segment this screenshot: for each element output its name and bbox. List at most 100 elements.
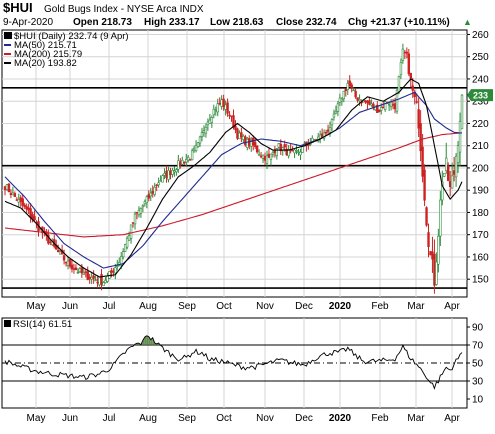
up-arrow-icon: ▲ xyxy=(463,17,472,27)
candle-body xyxy=(425,207,428,226)
candle-body xyxy=(411,85,414,91)
rsi-y-axis: 10 30 50 70 90 xyxy=(467,323,484,406)
candle-body xyxy=(450,175,454,189)
candle-body xyxy=(244,136,247,146)
candle-body xyxy=(155,184,158,187)
candle-body xyxy=(255,145,259,153)
candle-body xyxy=(318,134,322,139)
candle-body xyxy=(435,261,438,285)
candle-body xyxy=(456,145,460,163)
candle-body xyxy=(236,128,239,139)
high-value: High 233.17 xyxy=(144,17,200,28)
candle-body xyxy=(271,152,275,155)
candle-body xyxy=(149,192,152,197)
price-x-tick-label: May xyxy=(27,301,46,312)
candle-body xyxy=(334,110,338,114)
candle-body xyxy=(409,72,412,79)
rsi-grid xyxy=(2,318,467,408)
candle-body xyxy=(62,255,66,261)
price-x-tick-label: Nov xyxy=(256,301,274,312)
rsi-legend-swatch xyxy=(4,320,11,327)
price-y-tick-label: 160 xyxy=(472,252,489,263)
rsi-y-tick-label: 70 xyxy=(472,341,484,352)
candle-body xyxy=(102,282,105,287)
symbol-label: $HUI xyxy=(3,0,33,15)
candle-body xyxy=(100,274,103,285)
candle-body xyxy=(210,117,214,123)
candle-body xyxy=(222,98,225,107)
candle-body xyxy=(19,197,22,202)
candle-body xyxy=(230,115,233,118)
candle-body xyxy=(397,76,401,92)
candle-body xyxy=(322,132,326,139)
candle-body xyxy=(29,208,32,218)
candle-body xyxy=(342,90,346,100)
candle-body xyxy=(66,260,70,266)
candle-body xyxy=(297,151,300,153)
candle-body xyxy=(352,89,355,92)
price-panel-frame xyxy=(1,29,468,298)
candle-body xyxy=(216,103,219,113)
candle-body xyxy=(240,132,243,138)
candle-body xyxy=(165,170,168,178)
candle-body xyxy=(137,209,141,216)
candle-body xyxy=(301,146,304,153)
candle-body xyxy=(74,267,78,271)
candle-body xyxy=(332,113,336,118)
candle-body xyxy=(49,241,52,244)
candle-body xyxy=(177,160,180,170)
candle-body xyxy=(194,145,198,152)
candle-body xyxy=(175,169,178,173)
candle-body xyxy=(125,237,129,248)
candle-body xyxy=(208,119,212,124)
candle-body xyxy=(171,170,174,175)
rsi-x-tick-label: 2020 xyxy=(329,413,352,424)
candle-body xyxy=(421,146,424,177)
price-x-tick-label: Apr xyxy=(444,301,460,312)
candle-body xyxy=(415,101,418,103)
candle-body xyxy=(13,193,17,197)
rsi-x-tick-label: Jun xyxy=(62,413,78,424)
candle-body xyxy=(135,211,139,214)
candle-body xyxy=(196,142,200,147)
price-y-tick-label: 190 xyxy=(472,186,489,197)
candle-body xyxy=(383,101,387,110)
candle-body xyxy=(358,99,361,102)
rsi-line xyxy=(4,335,463,390)
candle-body xyxy=(116,265,119,267)
candle-body xyxy=(401,48,405,61)
candle-body xyxy=(72,268,76,270)
price-y-tick-label: 200 xyxy=(472,163,489,174)
price-x-tick-label: Sep xyxy=(178,301,196,312)
candle-body xyxy=(431,251,434,260)
candle-body xyxy=(21,198,24,206)
price-y-axis: 150 160 170 180 190 200 210 220 230 240 250 260 233 xyxy=(467,30,493,286)
rsi-overbought-fill xyxy=(146,335,149,345)
candle-body xyxy=(399,62,403,75)
candle-body xyxy=(198,136,202,144)
candle-body xyxy=(220,99,223,107)
candle-body xyxy=(84,271,87,273)
candle-body xyxy=(188,159,192,161)
candle-body xyxy=(405,51,409,54)
candle-body xyxy=(11,192,15,196)
candle-body xyxy=(92,275,95,279)
candle-body xyxy=(106,275,109,282)
candle-body xyxy=(25,206,28,210)
candle-body xyxy=(120,256,123,266)
candle-body xyxy=(378,109,381,112)
candle-body xyxy=(121,251,125,258)
candle-body xyxy=(346,83,349,90)
candle-body xyxy=(448,181,452,188)
candle-body xyxy=(224,104,227,110)
candlestick-series xyxy=(3,43,464,294)
candle-body xyxy=(47,234,50,244)
candle-body xyxy=(3,186,7,190)
candle-body xyxy=(234,125,237,130)
candle-body xyxy=(80,267,84,274)
index-name: Gold Bugs Index - NYSE Arca INDX xyxy=(44,4,204,15)
price-x-tick-label: Oct xyxy=(216,301,232,312)
price-x-tick-label: Dec xyxy=(295,301,313,312)
